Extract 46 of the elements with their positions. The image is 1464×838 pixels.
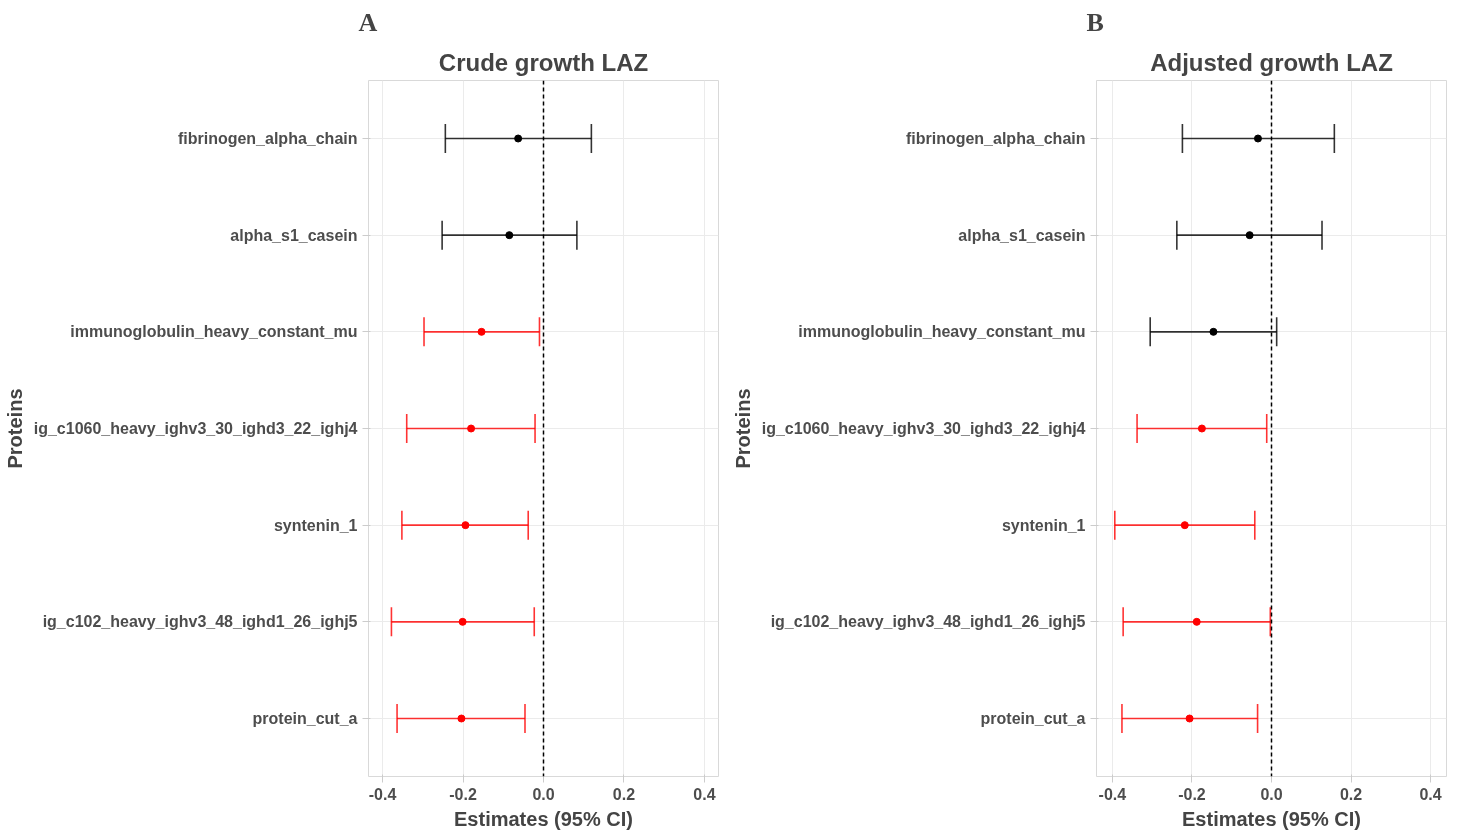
y-tick-label: immunoglobulin_heavy_constant_mu	[798, 323, 1086, 341]
x-tick-label: 0.2	[612, 785, 636, 803]
y-tick-label: fibrinogen_alpha_chain	[177, 130, 358, 147]
y-tick-label: alpha_s1_casein	[958, 226, 1086, 244]
x-tick-label: 0.4	[693, 785, 716, 803]
y-tick-label: protein_cut_a	[252, 710, 358, 727]
point	[514, 134, 523, 143]
chart-title: Crude growth LAZ	[438, 48, 649, 76]
y-tick-label: ig_c102_heavy_ighv3_48_ighd1_26_ighj5	[770, 613, 1086, 631]
x-axis-title: Estimates (95% CI)	[1182, 807, 1361, 830]
y-tick-label: ig_c102_heavy_ighv3_48_ighd1_26_ighj5	[42, 613, 358, 631]
point	[457, 714, 466, 723]
y-tick-label: immunoglobulin_heavy_constant_mu	[70, 323, 358, 341]
point	[1245, 231, 1254, 240]
x-tick-label: 0.4	[1419, 785, 1442, 803]
chart-title: Adjusted growth LAZ	[1150, 48, 1393, 76]
y-axis-title: Proteins	[3, 388, 26, 469]
point	[1180, 521, 1189, 530]
x-tick-label: 0.0	[532, 785, 555, 803]
x-tick-label: -0.4	[1098, 785, 1127, 803]
y-tick-label: ig_c1060_heavy_ighv3_30_ighd3_22_ighj4	[761, 420, 1086, 437]
y-tick-label: protein_cut_a	[980, 710, 1086, 727]
x-tick-label: -0.2	[1178, 785, 1206, 803]
point	[458, 617, 467, 626]
y-axis-title: Proteins	[731, 388, 754, 469]
point	[467, 424, 476, 433]
x-tick-label: 0.0	[1260, 785, 1283, 803]
y-tick-label: syntenin_1	[273, 516, 358, 534]
point	[1209, 327, 1218, 336]
text: B	[1086, 7, 1104, 37]
y-tick-label: syntenin_1	[1001, 516, 1086, 534]
point	[477, 327, 486, 336]
point	[1197, 424, 1206, 433]
y-tick-label: alpha_s1_casein	[230, 226, 358, 244]
text: A	[358, 7, 378, 37]
point	[461, 521, 470, 530]
y-tick-label: fibrinogen_alpha_chain	[905, 130, 1086, 147]
point	[1253, 134, 1262, 143]
y-tick-label: ig_c1060_heavy_ighv3_30_ighd3_22_ighj4	[33, 420, 358, 437]
point	[505, 231, 514, 240]
x-tick-label: -0.2	[449, 785, 477, 803]
x-tick-label: 0.2	[1339, 785, 1363, 803]
x-tick-label: -0.4	[368, 785, 397, 803]
point	[1185, 714, 1194, 723]
x-axis-title: Estimates (95% CI)	[454, 807, 633, 830]
point	[1192, 617, 1201, 626]
